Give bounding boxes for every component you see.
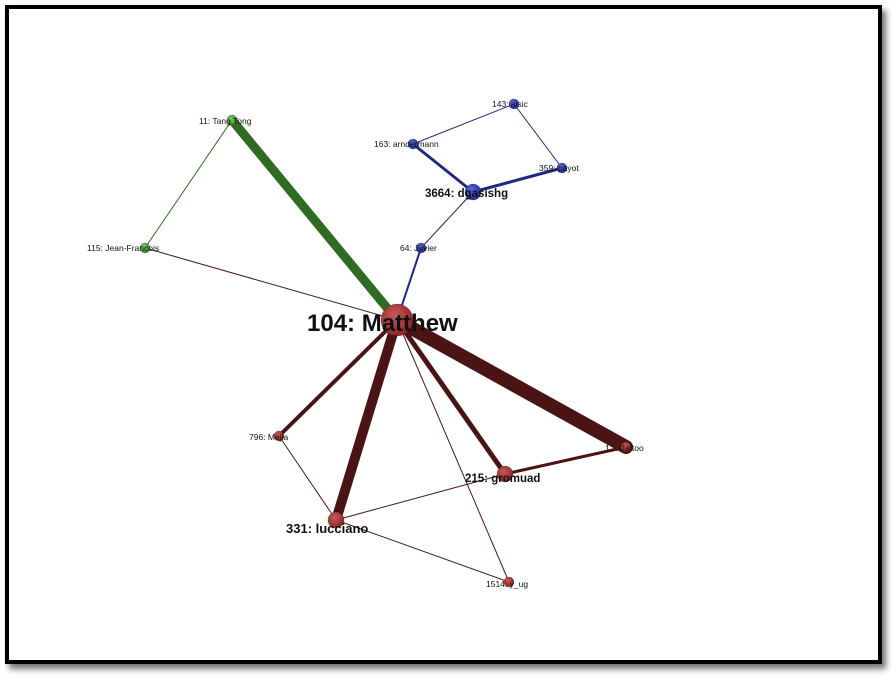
node-label-n163: 163: arndermann [374,139,439,149]
edge-n104-n331 [331,315,402,525]
edges-layer [144,103,633,583]
edge-n64-n3664 [420,191,474,249]
node-label-n796: 796: Mejia [249,432,288,442]
edge-n11-n104 [227,115,402,325]
node-n104[interactable] [380,303,414,337]
edge-n104-n1514 [396,319,510,583]
node-n359[interactable] [556,162,568,174]
node-label-n143: 143: aisic [492,99,529,109]
node-n11[interactable] [226,114,238,126]
image-frame [5,5,882,664]
node-label-n331: 331: lucciano [286,521,368,536]
node-label-n11: 11: Tang Tong [199,116,252,126]
edge-n104-n215 [394,317,508,477]
node-n3664[interactable] [464,183,482,201]
node-n1514[interactable] [503,576,515,588]
edge-n11-n115 [144,119,233,249]
node-label-n3664: 3664: dgasishg [425,188,508,200]
node-label-n104: 104: Matthew [307,310,458,337]
node-label-n215: 215: gromuad [465,473,540,485]
nodes-layer [139,98,632,588]
edge-n104-n1xx [390,313,633,454]
edge-n215-n1xx [503,445,628,476]
node-n143[interactable] [508,98,520,110]
node-label-n115: 115: Jean-Francois [87,243,159,253]
node-n331[interactable] [327,511,345,529]
node-label-n1514: 1514: y_ug [486,579,528,589]
edge-n143-n359 [513,103,563,169]
node-n796[interactable] [273,430,285,442]
node-label-n64: 64: Javier [400,243,437,253]
node-label-n359: 359: payot [539,163,579,173]
edge-n796-n331 [278,435,337,521]
edge-n3664-n163 [411,142,475,194]
node-label-n1xx: 1… Jaftoo [605,443,644,453]
edge-n163-n143 [412,103,515,145]
node-n115[interactable] [139,242,151,254]
edge-n331-n1514 [335,519,510,583]
edge-n104-n796 [277,318,399,438]
node-n1xx[interactable] [620,441,632,453]
edge-n3664-n359 [471,166,564,194]
node-n64[interactable] [415,242,427,254]
edge-n215-n331 [335,473,506,521]
node-n163[interactable] [407,138,419,150]
edge-n115-n104 [144,247,398,321]
labels-layer: 104: Matthew 11: Tang Tong 115: Jean-Franc… [87,99,644,589]
node-n215[interactable] [496,465,514,483]
